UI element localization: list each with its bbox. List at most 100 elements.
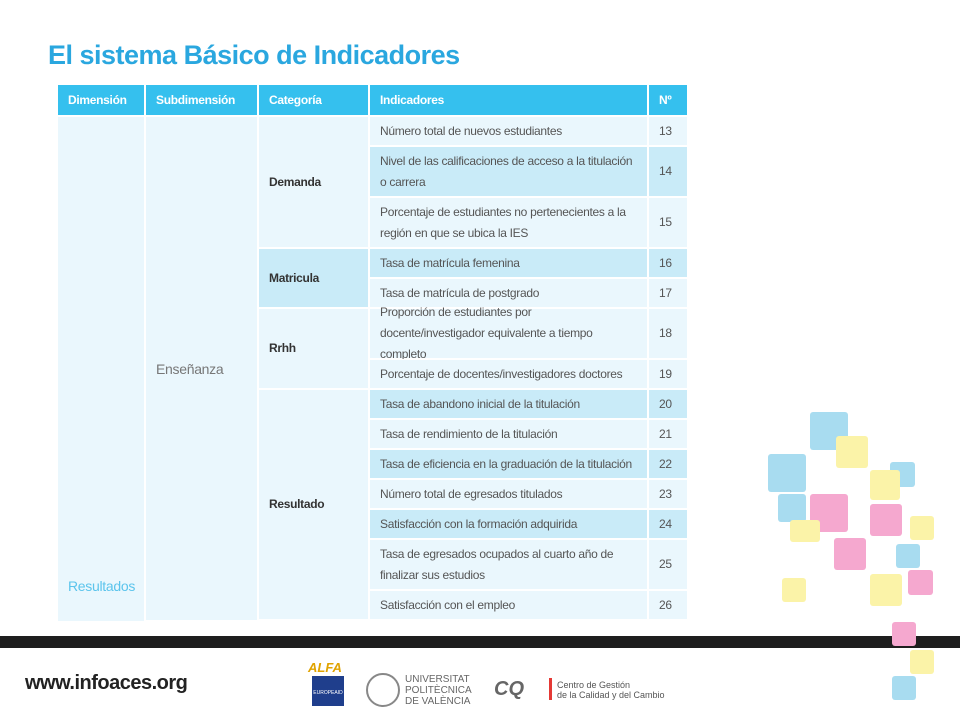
number-cell-text: 20 <box>659 396 672 411</box>
number-cell: 26 <box>648 590 688 620</box>
upv-line: DE VALÈNCIA <box>405 696 471 707</box>
subdimension-cell: Enseñanza <box>145 116 258 622</box>
indicator-cell: Satisfacción con la formación adquirida <box>369 509 648 539</box>
number-cell: 24 <box>648 509 688 539</box>
indicator-cell: Porcentaje de docentes/investigadores do… <box>369 359 648 389</box>
indicator-cell-text: Tasa de abandono inicial de la titulació… <box>380 396 580 411</box>
indicator-cell-text: Tasa de rendimiento de la titulación <box>380 426 558 441</box>
square <box>782 578 806 602</box>
square <box>910 650 934 674</box>
square <box>834 538 866 570</box>
number-cell: 18 <box>648 308 688 359</box>
square <box>870 470 900 500</box>
number-cell: 14 <box>648 146 688 197</box>
upv-text: UNIVERSITAT POLITÈCNICA DE VALÈNCIA <box>405 674 472 707</box>
number-cell-text: 14 <box>659 164 672 178</box>
dimension-cell: Resultados <box>57 116 145 622</box>
number-cell: 13 <box>648 116 688 146</box>
category-cell: Matricula <box>258 248 369 308</box>
square <box>910 516 934 540</box>
header-cell: Categoría <box>258 84 369 116</box>
number-cell: 15 <box>648 197 688 248</box>
number-cell-text: 16 <box>659 255 672 270</box>
number-cell-text: 24 <box>659 516 672 531</box>
category-cell-text: Resultado <box>269 497 325 511</box>
indicator-cell: Tasa de matrícula femenina <box>369 248 648 278</box>
indicator-cell-text: Número total de nuevos estudiantes <box>380 123 562 138</box>
indicator-cell-text: Tasa de egresados ocupados al cuarto año… <box>380 546 614 582</box>
number-cell: 22 <box>648 449 688 479</box>
category-cell: Demanda <box>258 116 369 248</box>
header-cell: Subdimensión <box>145 84 258 116</box>
cq-line: de la Calidad y del Cambio <box>557 690 665 700</box>
cq-text: Centro de Gestión de la Calidad y del Ca… <box>557 680 665 700</box>
indicator-cell-text: Tasa de matrícula de postgrado <box>380 285 540 300</box>
header-cell: Indicadores <box>369 84 648 116</box>
footer-band <box>0 636 960 648</box>
indicator-cell-text: Tasa de matrícula femenina <box>380 255 520 270</box>
subdimension-cell-text: Enseñanza <box>156 360 224 377</box>
number-cell-text: 22 <box>659 456 672 471</box>
upv-line: UNIVERSITAT <box>405 674 470 685</box>
number-cell: 23 <box>648 479 688 509</box>
alfa-logo: ALFA <box>308 660 342 675</box>
number-cell: 20 <box>648 389 688 419</box>
slide-title: El sistema Básico de Indicadores <box>48 40 460 70</box>
square <box>892 676 916 700</box>
europeaid-logo: EUROPEAID <box>312 676 344 706</box>
number-cell-text: 19 <box>659 366 672 381</box>
indicator-cell: Nivel de las calificaciones de acceso a … <box>369 146 648 197</box>
square <box>892 622 916 646</box>
cq-bar <box>549 678 552 700</box>
number-cell: 25 <box>648 539 688 590</box>
category-cell: Rrhh <box>258 308 369 389</box>
square <box>778 494 806 522</box>
indicator-cell-text: Proporción de estudiantes por docente/in… <box>380 305 593 361</box>
header-cell-text: Dimensión <box>68 92 127 107</box>
number-cell-text: 26 <box>659 597 672 612</box>
square <box>836 436 868 468</box>
category-cell: Resultado <box>258 389 369 620</box>
number-cell-text: 15 <box>659 215 672 229</box>
square <box>908 570 933 595</box>
dimension-cell-text: Resultados <box>68 578 136 594</box>
number-cell-text: 13 <box>659 123 672 138</box>
number-cell-text: 18 <box>659 326 672 340</box>
upv-seal <box>366 673 400 707</box>
category-cell-text: Demanda <box>269 174 321 189</box>
continuation-row <box>145 620 688 622</box>
number-cell: 16 <box>648 248 688 278</box>
indicator-cell: Proporción de estudiantes por docente/in… <box>369 305 648 361</box>
indicator-cell: Tasa de egresados ocupados al cuarto año… <box>369 539 648 590</box>
header-cell-text: Nº <box>659 92 672 107</box>
number-cell: 21 <box>648 419 688 449</box>
indicator-cell: Satisfacción con el empleo <box>369 590 648 620</box>
indicator-cell: Tasa de rendimiento de la titulación <box>369 419 648 449</box>
indicator-cell-text: Satisfacción con el empleo <box>380 597 515 612</box>
indicator-cell: Tasa de matrícula de postgrado <box>369 278 648 308</box>
indicator-cell-text: Número total de egresados titulados <box>380 486 563 501</box>
indicator-cell-text: Satisfacción con la formación adquirida <box>380 516 578 531</box>
number-cell: 19 <box>648 359 688 389</box>
header-cell: Nº <box>648 84 688 116</box>
indicator-cell: Número total de nuevos estudiantes <box>369 116 648 146</box>
number-cell: 17 <box>648 278 688 308</box>
square <box>790 520 820 542</box>
number-cell-text: 21 <box>659 426 672 441</box>
header-cell: Dimensión <box>57 84 145 116</box>
category-cell-text: Matricula <box>269 270 319 285</box>
indicator-cell-text: Tasa de eficiencia en la graduación de l… <box>380 456 632 471</box>
header-cell-text: Subdimensión <box>156 92 236 107</box>
indicator-cell-text: Porcentaje de estudiantes no pertenecien… <box>380 204 626 240</box>
cq-logo: CQ <box>494 678 524 700</box>
square <box>896 544 920 568</box>
number-cell-text: 25 <box>659 557 672 571</box>
footer-url: www.infoaces.org <box>25 672 188 694</box>
indicator-cell: Tasa de abandono inicial de la titulació… <box>369 389 648 419</box>
header-cell-text: Indicadores <box>380 92 445 107</box>
indicator-cell: Número total de egresados titulados <box>369 479 648 509</box>
square <box>870 574 902 606</box>
number-cell-text: 23 <box>659 486 672 501</box>
cq-line: Centro de Gestión <box>557 680 631 690</box>
